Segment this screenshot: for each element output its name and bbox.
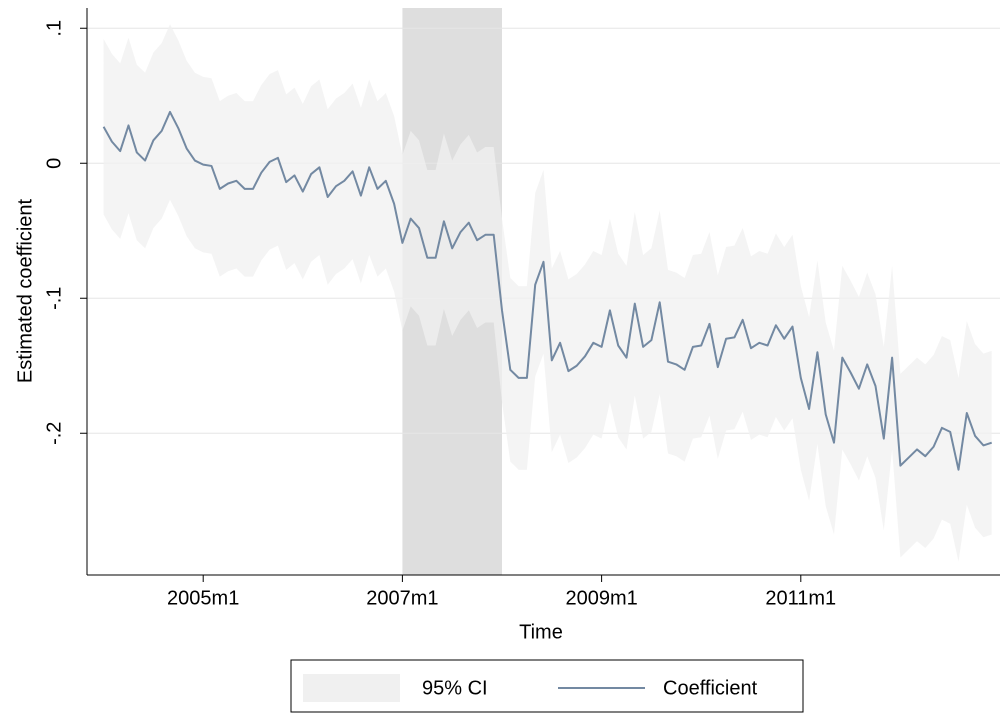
x-axis-title: Time [519, 621, 563, 643]
x-tick-label: 2009m1 [565, 587, 637, 609]
y-axis-title: Estimated coefficient [14, 198, 36, 383]
ci-area [103, 24, 992, 562]
legend-label: Coefficient [663, 677, 758, 699]
y-tick-label: 0 [43, 158, 65, 169]
series-line [102, 110, 993, 471]
legend-swatch [303, 674, 400, 702]
y-tick-label: .1 [43, 20, 65, 37]
y-tick-label: -.2 [43, 422, 65, 445]
x-tick-label: 2007m1 [366, 587, 438, 609]
x-tick-label: 2011m1 [765, 587, 836, 609]
x-tick-label: 2005m1 [167, 587, 239, 609]
y-tick-label: -.1 [43, 287, 65, 310]
legend-label: 95% CI [422, 677, 488, 699]
